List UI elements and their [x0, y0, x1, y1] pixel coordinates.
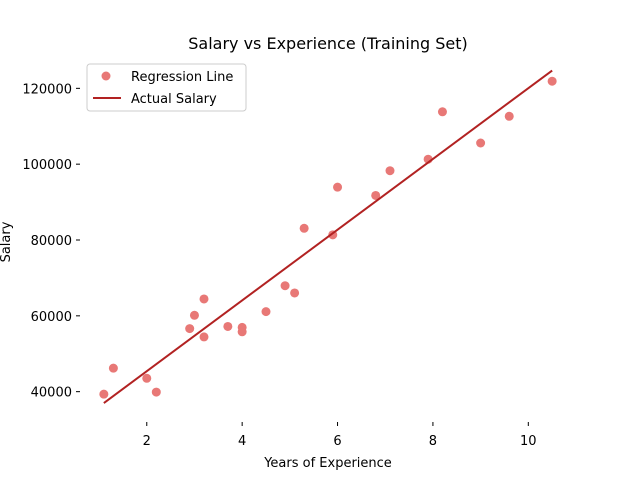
- legend: Regression Line Actual Salary: [86, 63, 247, 112]
- x-axis-ticks: 2 4 6 8 10: [143, 422, 537, 449]
- data-point: [142, 373, 152, 383]
- x-tick-label: 4: [238, 434, 246, 449]
- data-point: [504, 111, 514, 121]
- data-point: [371, 190, 381, 200]
- data-point: [151, 387, 161, 397]
- y-tick-label: 60000: [31, 310, 72, 325]
- data-point: [299, 223, 309, 233]
- data-point: [199, 332, 209, 342]
- data-point: [333, 182, 343, 192]
- y-axis-label: Salary: [0, 221, 14, 262]
- x-tick-label: 6: [333, 434, 341, 449]
- y-tick-label: 100000: [22, 158, 72, 173]
- y-tick-label: 40000: [31, 386, 72, 401]
- data-point: [385, 166, 395, 176]
- x-tick-label: 10: [520, 434, 537, 449]
- x-axis-label: Years of Experience: [263, 456, 392, 471]
- data-point: [237, 322, 247, 332]
- legend-frame: [86, 63, 247, 112]
- data-point: [108, 363, 118, 373]
- legend-marker-regression: [101, 71, 111, 81]
- legend-label-regression: Regression Line: [131, 70, 233, 85]
- data-point: [290, 288, 300, 298]
- data-point: [189, 310, 199, 320]
- data-point: [476, 138, 486, 148]
- y-tick-label: 80000: [31, 234, 72, 249]
- regression-line: [103, 69, 553, 404]
- data-point: [223, 321, 233, 331]
- y-tick-label: 120000: [22, 82, 72, 97]
- legend-label-actual: Actual Salary: [131, 92, 217, 107]
- data-point: [99, 389, 109, 399]
- data-point: [547, 76, 557, 86]
- x-tick-label: 8: [429, 434, 437, 449]
- data-point: [437, 107, 447, 117]
- data-point: [261, 307, 271, 317]
- data-point: [199, 294, 209, 304]
- plot-area: [99, 69, 557, 404]
- chart-title: Salary vs Experience (Training Set): [188, 34, 468, 53]
- x-tick-label: 2: [143, 434, 151, 449]
- data-point: [280, 281, 290, 291]
- y-axis-ticks: 40000 60000 80000 100000 120000: [22, 82, 80, 401]
- data-point: [185, 324, 195, 334]
